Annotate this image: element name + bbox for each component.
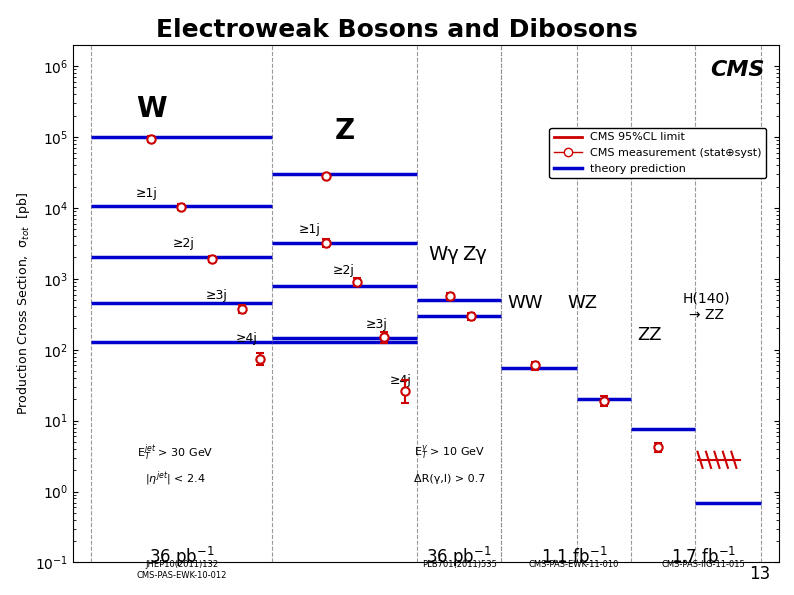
Text: ≥1j: ≥1j — [299, 223, 321, 236]
Text: PLB701(2011)535: PLB701(2011)535 — [422, 560, 496, 569]
Text: ≥2j: ≥2j — [333, 264, 354, 277]
Legend: CMS 95%CL limit, CMS measurement (stat⊕syst), theory prediction: CMS 95%CL limit, CMS measurement (stat⊕s… — [549, 128, 766, 178]
Text: ≥4j: ≥4j — [236, 332, 258, 345]
Text: 13: 13 — [749, 565, 770, 583]
Text: E$_T^{\gamma}$ > 10 GeV: E$_T^{\gamma}$ > 10 GeV — [414, 444, 486, 462]
Text: ≥1j: ≥1j — [137, 187, 158, 200]
Text: ≥3j: ≥3j — [365, 318, 387, 331]
Text: ≥2j: ≥2j — [172, 237, 195, 250]
Text: 1.1 fb$^{-1}$: 1.1 fb$^{-1}$ — [541, 547, 607, 567]
Text: 36 pb$^{-1}$: 36 pb$^{-1}$ — [426, 545, 492, 569]
Text: 36 pb$^{-1}$: 36 pb$^{-1}$ — [148, 545, 214, 569]
Text: Zγ: Zγ — [462, 245, 487, 264]
Text: Z: Z — [334, 117, 354, 145]
Text: H(140)
→ ZZ: H(140) → ZZ — [683, 292, 730, 322]
Text: |$\eta^{jet}$| < 2.4: |$\eta^{jet}$| < 2.4 — [145, 469, 206, 488]
Text: W: W — [136, 95, 167, 123]
Text: CMS: CMS — [711, 60, 765, 80]
Text: Wγ: Wγ — [429, 245, 460, 264]
Text: WZ: WZ — [568, 295, 598, 312]
Text: ZZ: ZZ — [637, 326, 661, 345]
Text: CMS-PAS-IIG-11-015: CMS-PAS-IIG-11-015 — [661, 560, 746, 569]
Text: 1.7 fb$^{-1}$: 1.7 fb$^{-1}$ — [671, 547, 736, 567]
Text: ≥4j: ≥4j — [390, 374, 411, 387]
Y-axis label: Production Cross Section,  σ$_{tot}$  [pb]: Production Cross Section, σ$_{tot}$ [pb] — [15, 192, 32, 415]
Text: Electroweak Bosons and Dibosons: Electroweak Bosons and Dibosons — [156, 18, 638, 42]
Text: WW: WW — [507, 295, 543, 312]
Text: CMS-PAS-EWK-11-010: CMS-PAS-EWK-11-010 — [529, 560, 619, 569]
Text: ≥3j: ≥3j — [206, 289, 228, 302]
Text: E$_T^{jet}$ > 30 GeV: E$_T^{jet}$ > 30 GeV — [137, 443, 214, 464]
Text: ΔR(γ,l) > 0.7: ΔR(γ,l) > 0.7 — [414, 474, 486, 484]
Text: JHEP10(2011)132
CMS-PAS-EWK-10-012: JHEP10(2011)132 CMS-PAS-EWK-10-012 — [137, 560, 226, 580]
